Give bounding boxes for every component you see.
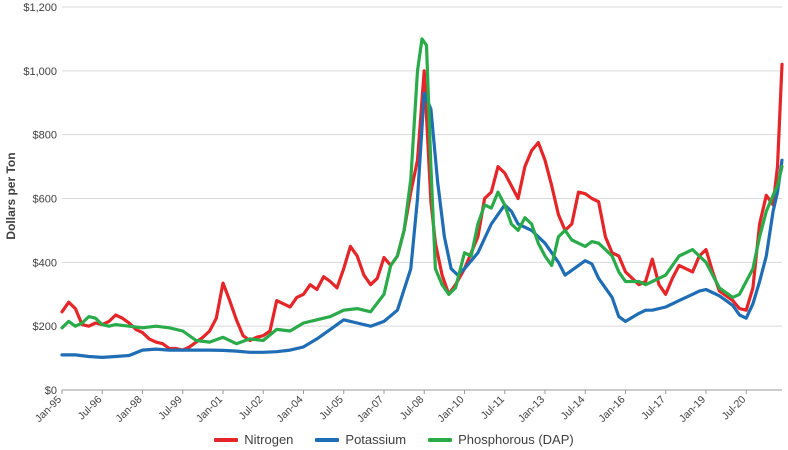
- chart-series-lines: [60, 37, 784, 359]
- y-tick-label: $200: [33, 321, 57, 333]
- x-tick-label: Jul-08: [398, 394, 427, 423]
- y-tick-label: $0: [45, 385, 57, 397]
- y-tick-label: $800: [33, 130, 57, 142]
- x-tick-label: Jul-02: [237, 394, 266, 423]
- x-axis-ticks: Jan-95 Jul-96 Jan-98 Jul-99 Jan-01 Jul-02 Jan-…: [33, 390, 749, 425]
- x-tick-label: Jan-07: [355, 394, 386, 425]
- legend-item-phosphorous-dap: Phosphorous (DAP): [428, 432, 574, 447]
- x-tick-label: Jul-17: [639, 394, 668, 423]
- legend-item-potassium: Potassium: [315, 432, 406, 447]
- y-tick-label: $400: [33, 257, 57, 269]
- y-tick-label: $1,200: [23, 2, 57, 14]
- x-tick-label: Jan-10: [435, 394, 466, 425]
- y-axis-ticks: $0 $200 $400 $600 $800 $1,000 $1,200: [23, 2, 57, 397]
- x-tick-label: Jan-16: [596, 394, 627, 425]
- x-tick-label: Jan-01: [194, 394, 225, 425]
- legend-swatch: [428, 437, 453, 442]
- legend-label: Phosphorous (DAP): [458, 432, 574, 447]
- x-tick-label: Jul-99: [156, 394, 185, 423]
- series-line-potassium: [60, 91, 784, 359]
- x-tick-label: Jul-20: [720, 394, 749, 423]
- y-tick-label: $600: [33, 194, 57, 206]
- x-tick-label: Jan-13: [516, 394, 547, 425]
- x-tick-label: Jul-96: [76, 394, 105, 423]
- legend-item-nitrogen: Nitrogen: [214, 432, 293, 447]
- x-tick-label: Jan-04: [274, 394, 305, 425]
- x-tick-label: Jul-14: [559, 394, 588, 423]
- x-tick-label: Jan-95: [33, 394, 64, 425]
- x-tick-label: Jul-05: [317, 394, 346, 423]
- x-tick-label: Jan-19: [677, 394, 708, 425]
- legend-label: Potassium: [345, 432, 407, 447]
- x-tick-label: Jul-11: [479, 394, 507, 422]
- legend-label: Nitrogen: [244, 432, 294, 447]
- fertilizer-price-chart: $0 $200 $400 $600 $800 $1,000 $1,200 Jan-95 Jul…: [4, 2, 784, 425]
- series-line-phosphorous-dap: [60, 37, 784, 346]
- y-tick-label: $1,000: [23, 66, 57, 78]
- legend-swatch: [315, 437, 340, 442]
- chart-legend: Nitrogen Potassium Phosphorous (DAP): [0, 432, 788, 447]
- legend-swatch: [214, 437, 239, 442]
- y-axis-label: Dollars per Ton: [4, 152, 18, 239]
- chart-gridlines: [62, 6, 782, 391]
- x-tick-label: Jan-98: [113, 394, 144, 425]
